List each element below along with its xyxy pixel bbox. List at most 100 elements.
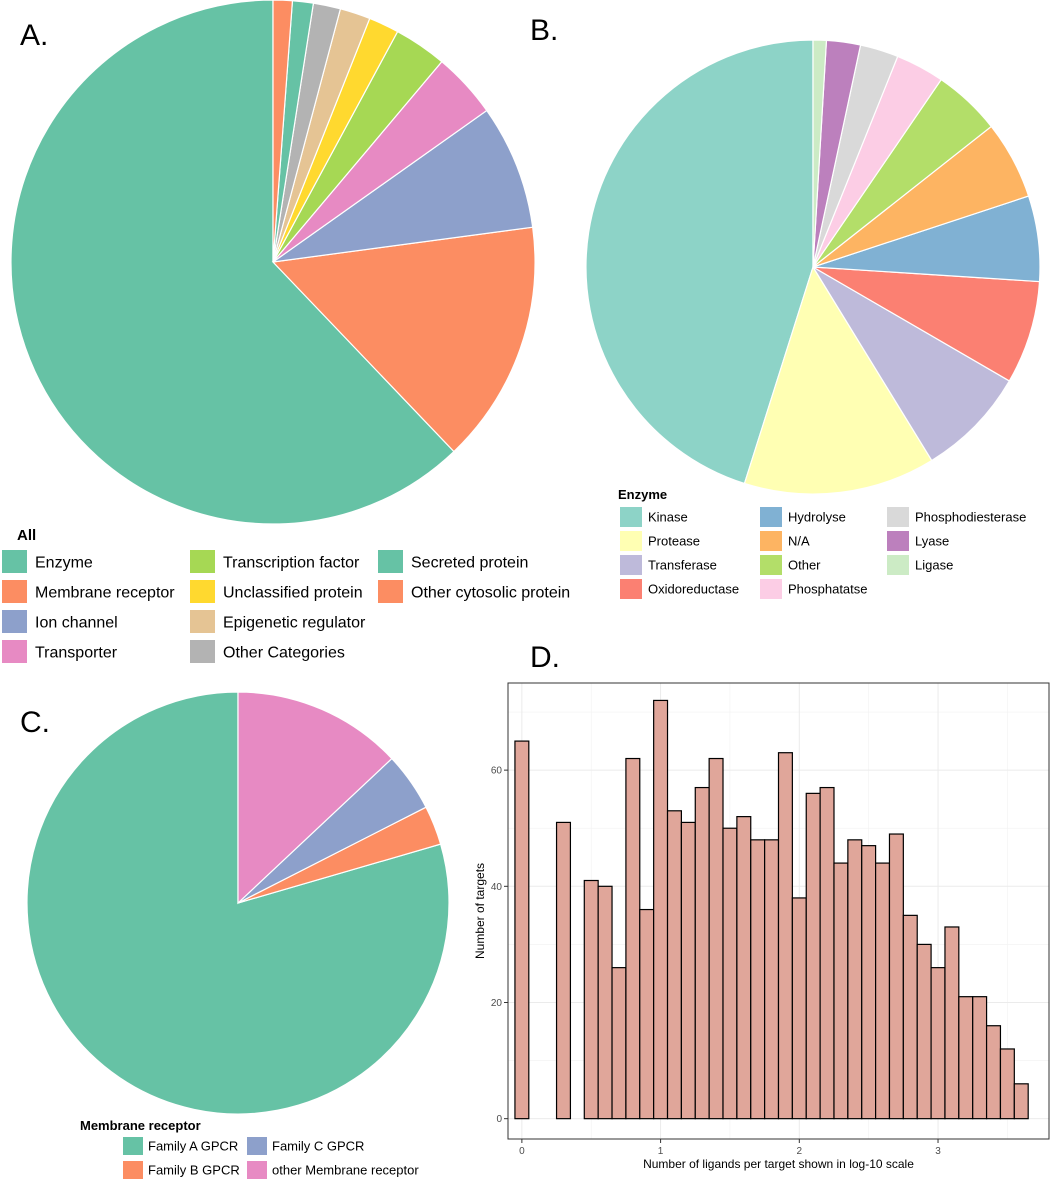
legend-b-key-hydrolyse — [760, 507, 782, 527]
pie-b — [585, 39, 1041, 495]
panel-d: D. 0 1 2 3 0 20 40 60 Number of ligands per targ… — [473, 641, 1050, 1171]
legend-b-label-kinase: Kinase — [648, 510, 688, 525]
legend-a-key-transporter — [2, 640, 27, 663]
legend-a-label-transcription-factor: Transcription factor — [223, 554, 360, 571]
legend-b-key-lyase — [887, 531, 909, 551]
legend-b-key-oxidoreductase — [620, 579, 642, 599]
histogram-bar — [611, 967, 627, 1120]
histogram-bar — [722, 827, 738, 1120]
legend-b-key-ligase — [887, 555, 909, 575]
pie-b-slice-transferase — [812, 266, 1011, 462]
histogram-bar — [861, 845, 877, 1120]
legend-c-label-other-membrane-receptor: other Membrane receptor — [272, 1163, 419, 1178]
histogram-bar — [888, 833, 904, 1120]
legend-a-title: All — [17, 527, 36, 544]
histogram-bar — [639, 908, 655, 1120]
histogram-bar — [930, 967, 946, 1120]
histogram-bar — [999, 1048, 1015, 1120]
pie-b-slice-oxidoreductase — [812, 266, 1041, 382]
pie-c — [26, 691, 450, 1115]
legend-a-label-other-cytosolic-protein: Other cytosolic protein — [411, 584, 570, 601]
histogram-bar — [819, 786, 835, 1120]
histogram-bar — [708, 757, 724, 1120]
legend-b-label-phosphatatse: Phosphatatse — [788, 582, 868, 597]
histogram-bar — [958, 996, 974, 1120]
histogram-bar — [555, 821, 572, 1120]
legend-b-label-hydrolyse: Hydrolyse — [788, 510, 846, 525]
pie-b-slice-kinase — [585, 39, 814, 485]
pie-a-slice-enzyme — [10, 0, 455, 525]
legend-c-label-family-c-gpcr: Family C GPCR — [272, 1139, 364, 1154]
pie-c-slice-other-membrane-receptor — [237, 691, 393, 905]
legend-a-key-ion-channel — [2, 610, 27, 633]
legend-a-key-other-categories — [190, 640, 215, 663]
legend-b-label-protease: Protease — [648, 534, 700, 549]
legend-b-title: Enzyme — [618, 487, 667, 502]
legend-a: Enzyme Membrane receptor Ion channel Transp… — [2, 550, 570, 663]
pie-a — [10, 0, 536, 525]
histogram-bar — [666, 810, 683, 1120]
x-tick-label: 2 — [797, 1146, 803, 1157]
pie-a-slice-ion-channel — [272, 109, 534, 263]
legend-b-key-other — [760, 555, 782, 575]
histogram-bar — [750, 839, 766, 1120]
legend-b-key-kinase — [620, 507, 642, 527]
panel-b-label: B. — [530, 14, 558, 47]
legend-b-key-phosphatatse — [760, 579, 782, 599]
y-tick-label: 40 — [491, 882, 503, 893]
legend-a-label-ion-channel: Ion channel — [35, 614, 118, 631]
histogram-bar — [972, 996, 988, 1120]
y-tick-label: 60 — [491, 766, 503, 777]
histogram-bar — [916, 943, 932, 1120]
histogram-bar — [736, 816, 752, 1120]
x-axis-title: Number of ligands per target shown in lo… — [643, 1157, 914, 1171]
legend-c-label-family-a-gpcr: Family A GPCR — [148, 1139, 238, 1154]
legend-a-key-epigenetic-regulator — [190, 610, 215, 633]
histogram-bar — [944, 926, 960, 1120]
histogram-bar — [597, 885, 613, 1120]
legend-a-label-epigenetic-regulator: Epigenetic regulator — [223, 614, 366, 631]
panel-c: C. Membrane receptor Family A GPCRFamily… — [20, 691, 450, 1179]
pie-b-slice-ligase — [812, 39, 828, 268]
x-tick-label: 1 — [658, 1146, 664, 1157]
legend-a-label-transporter: Transporter — [35, 644, 118, 661]
histogram-bar — [653, 699, 669, 1120]
histogram-bar — [985, 1025, 1002, 1120]
panel-a: A. All Enzyme Membrane receptor Ion channe… — [2, 0, 570, 663]
pie-a-slice-membrane-receptor — [271, 226, 536, 453]
legend-a-key-membrane-receptor — [2, 580, 27, 603]
pie-a-slice-other-cytosolic-protein — [272, 0, 294, 263]
histogram-bar — [791, 897, 807, 1120]
plot-border — [507, 682, 1050, 1140]
legend-c-key-family-c-gpcr — [247, 1137, 267, 1155]
legend-b-key-transferase — [620, 555, 642, 575]
legend-a-label-enzyme: Enzyme — [35, 554, 93, 571]
legend-b-label-phosphodiesterase: Phosphodiesterase — [915, 510, 1026, 525]
legend-b: Kinase Protease Transferase Oxidoreductase H… — [620, 507, 1026, 599]
histogram-bar — [833, 862, 849, 1120]
legend-a-label-unclassified-protein: Unclassified protein — [223, 584, 363, 601]
histogram-bar — [847, 839, 863, 1120]
panel-b: B. Enzyme Kinase Protease Transferase Oxido… — [530, 14, 1041, 599]
y-tick-label: 0 — [496, 1114, 502, 1125]
histogram-bar — [805, 792, 821, 1120]
histogram-bar — [625, 757, 641, 1120]
legend-a-label-secreted-protein: Secreted protein — [411, 554, 528, 571]
panel-d-label: D. — [530, 641, 560, 674]
legend-b-label-ligase: Ligase — [915, 558, 953, 573]
histogram-d: 0 1 2 3 0 20 40 60 Number of ligands per target … — [473, 682, 1050, 1171]
y-tick-label: 20 — [491, 998, 503, 1009]
legend-c-key-family-b-gpcr — [123, 1161, 143, 1179]
histogram-bar — [874, 862, 891, 1120]
legend-c-title: Membrane receptor — [80, 1118, 201, 1133]
legend-b-key-n-a — [760, 531, 782, 551]
legend-a-key-enzyme — [2, 550, 27, 573]
legend-a-label-other-categories: Other Categories — [223, 644, 345, 661]
legend-b-label-transferase: Transferase — [648, 558, 717, 573]
histogram-bar — [694, 786, 710, 1120]
histogram-bar — [680, 821, 696, 1120]
legend-c-key-other-membrane-receptor — [247, 1161, 267, 1179]
legend-a-key-secreted-protein — [378, 550, 403, 573]
legend-a-key-other-cytosolic-protein — [378, 580, 403, 603]
